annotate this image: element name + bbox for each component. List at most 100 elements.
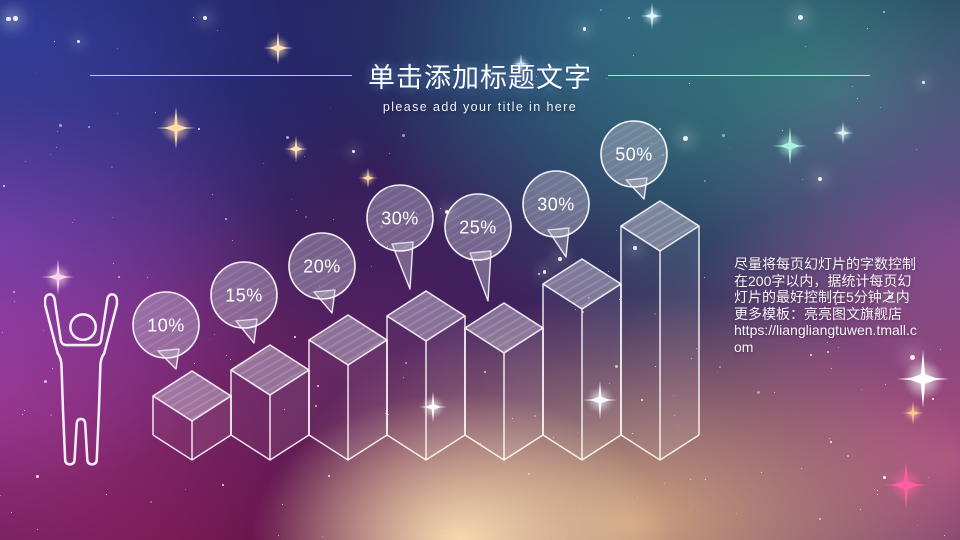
star-dot	[370, 266, 372, 267]
sparkle-beam	[511, 59, 531, 69]
star-dot	[221, 483, 224, 486]
bright-star-dot	[557, 256, 562, 261]
star-dot	[761, 472, 763, 474]
sparkle-star	[283, 135, 309, 163]
body-text: 尽量将每页幻灯片的字数控制在200字以内，据统计每页幻灯片的最好控制在5分钟之内…	[734, 256, 922, 355]
bubble-texture	[133, 292, 199, 358]
star-dot	[286, 136, 290, 140]
star-dot	[146, 277, 148, 279]
slide-subtitle: please add your title in here	[382, 100, 578, 114]
star-dot	[117, 47, 119, 49]
star-dot	[654, 312, 657, 315]
star-dot	[879, 107, 881, 109]
star-dot	[608, 271, 610, 273]
star-dot	[928, 476, 930, 478]
star-dot	[600, 8, 603, 11]
star-dot	[444, 529, 446, 531]
star-dot	[381, 67, 383, 69]
bar-right-face	[348, 340, 387, 460]
star-dot	[619, 299, 621, 301]
bar-left-face	[465, 328, 504, 460]
slide-title: 单击添加标题文字	[368, 63, 592, 93]
bar-right-face	[504, 328, 543, 460]
bar-right-face	[270, 370, 309, 460]
star-dot	[117, 276, 120, 279]
star-dot	[703, 276, 705, 278]
star-dot	[369, 240, 371, 242]
star-dot	[388, 152, 390, 154]
bar-top-texture	[387, 291, 465, 341]
star-dot	[229, 358, 231, 360]
star-dot	[876, 493, 878, 495]
star-dot	[578, 431, 580, 433]
star-dot	[939, 348, 941, 350]
star-dot	[198, 128, 201, 131]
star-dot	[294, 336, 297, 338]
star-dot	[1, 331, 3, 333]
star-dot	[87, 126, 90, 129]
label-bubble-2: 15%	[210, 261, 278, 344]
bright-star-dot	[921, 81, 925, 85]
star-dot	[537, 272, 540, 275]
star-dot	[794, 22, 795, 24]
star-dot	[757, 391, 761, 395]
star-dot	[225, 354, 227, 356]
sparkle-star	[511, 53, 531, 75]
star-dot	[658, 128, 661, 131]
star-dot	[805, 148, 807, 150]
sparkle-star	[884, 461, 928, 509]
star-dot	[627, 16, 630, 19]
sparkle-star	[262, 31, 294, 65]
bright-star-dot	[445, 210, 450, 215]
star-dot	[826, 351, 829, 354]
bar-right-face	[192, 396, 231, 460]
slide-header: 单击添加标题文字 please add your title in here	[0, 56, 960, 114]
star-dot	[317, 384, 320, 387]
star-dot	[35, 475, 39, 479]
star-dot	[401, 133, 405, 137]
bubble-texture	[367, 185, 433, 251]
star-dot	[830, 441, 833, 444]
star-dot	[805, 45, 807, 47]
bar-top-texture	[309, 315, 387, 365]
sparkle-star	[902, 401, 924, 425]
bubble-texture	[211, 262, 277, 328]
bar-label-4: 30%	[381, 209, 419, 229]
star-dot	[50, 154, 52, 156]
bright-star-dot	[818, 176, 823, 181]
star-dot	[72, 222, 74, 224]
star-dot	[105, 494, 107, 496]
bright-star-dot	[76, 39, 81, 43]
star-dot	[692, 504, 694, 506]
star-dot	[615, 230, 617, 232]
star-dot	[527, 472, 530, 475]
bar-column-1	[152, 370, 232, 461]
star-dot	[37, 528, 39, 530]
star-dot	[304, 216, 307, 219]
star-dot	[54, 41, 56, 43]
bar-column-3	[308, 314, 388, 461]
star-dot	[50, 413, 53, 416]
bright-star-dot	[542, 270, 547, 274]
star-dot	[209, 338, 211, 340]
sparkle-beam	[283, 144, 309, 154]
star-dot	[615, 364, 619, 368]
star-dot	[231, 240, 233, 242]
star-dot	[10, 512, 12, 514]
note-url: https://liangliangtuwen.tmall.com	[734, 322, 917, 355]
star-dot	[837, 346, 839, 348]
star-dot	[333, 218, 335, 220]
star-dot	[608, 382, 610, 384]
star-dot	[217, 29, 219, 31]
star-dot	[330, 107, 332, 109]
label-bubble-6: 30%	[522, 170, 590, 258]
star-dot	[388, 414, 390, 416]
star-dot	[582, 311, 585, 313]
bar-left-face	[309, 340, 348, 460]
star-dot	[22, 414, 24, 416]
bar-left-face	[621, 226, 660, 460]
star-dot	[802, 178, 803, 180]
star-dot	[917, 524, 918, 526]
star-dot	[691, 357, 693, 359]
star-dot	[403, 377, 405, 379]
